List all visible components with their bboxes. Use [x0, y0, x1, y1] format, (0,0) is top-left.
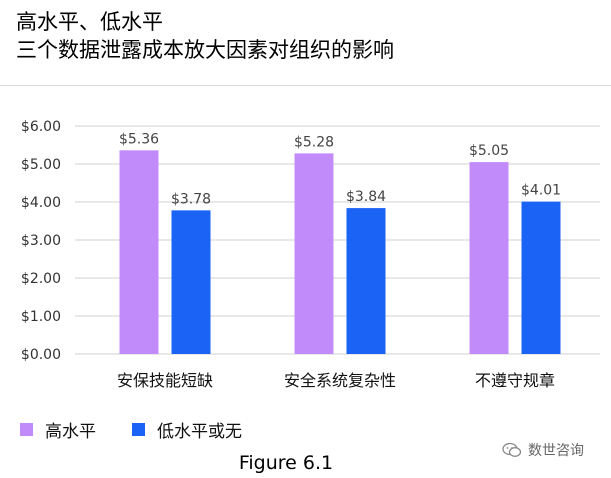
legend-item-low: 低水平或无: [132, 417, 242, 442]
chart-title: 高水平、低水平 三个数据泄露成本放大因素对组织的影响: [16, 8, 394, 64]
y-tick-label: $0.00: [21, 347, 61, 363]
legend-swatch-high: [20, 423, 33, 436]
watermark-text: 数世咨询: [528, 443, 584, 459]
figure-caption: Figure 6.1: [238, 452, 334, 474]
x-tick-label: 安全系统复杂性: [284, 371, 396, 390]
title-divider: [0, 85, 611, 86]
bar: [171, 210, 211, 354]
y-tick-label: $2.00: [21, 271, 61, 287]
x-tick-label: 安保技能短缺: [117, 371, 213, 390]
bar-chart: $0.00 $1.00 $2.00 $3.00 $4.00 $5.00 $6.00 $5.36…: [21, 119, 600, 390]
legend: 高水平 低水平或无: [20, 417, 278, 442]
data-label: $5.05: [469, 143, 509, 159]
legend-swatch-low: [132, 423, 145, 436]
bar: [294, 153, 334, 354]
legend-label-high: 高水平: [45, 422, 96, 442]
y-tick-label: $6.00: [21, 119, 61, 135]
legend-label-low: 低水平或无: [157, 422, 242, 442]
data-label: $3.78: [171, 191, 211, 207]
bar: [346, 208, 386, 354]
wechat-icon: [502, 442, 522, 457]
data-label: $5.28: [294, 134, 334, 150]
bar: [469, 162, 509, 354]
y-tick-label: $4.00: [21, 195, 61, 211]
legend-item-high: 高水平: [20, 417, 96, 442]
data-label: $5.36: [119, 131, 159, 147]
x-tick-label: 不遵守规章: [475, 371, 555, 390]
chart-title-line-2: 三个数据泄露成本放大因素对组织的影响: [16, 38, 394, 62]
bar: [119, 150, 159, 354]
bar: [521, 201, 561, 354]
chart-title-line-1: 高水平、低水平: [16, 10, 163, 34]
watermark: 数世咨询: [502, 440, 584, 460]
data-label: $4.01: [521, 183, 561, 199]
data-label: $3.84: [346, 189, 386, 205]
y-tick-label: $3.00: [21, 233, 61, 249]
y-tick-label: $5.00: [21, 157, 61, 173]
y-tick-label: $1.00: [21, 309, 61, 325]
